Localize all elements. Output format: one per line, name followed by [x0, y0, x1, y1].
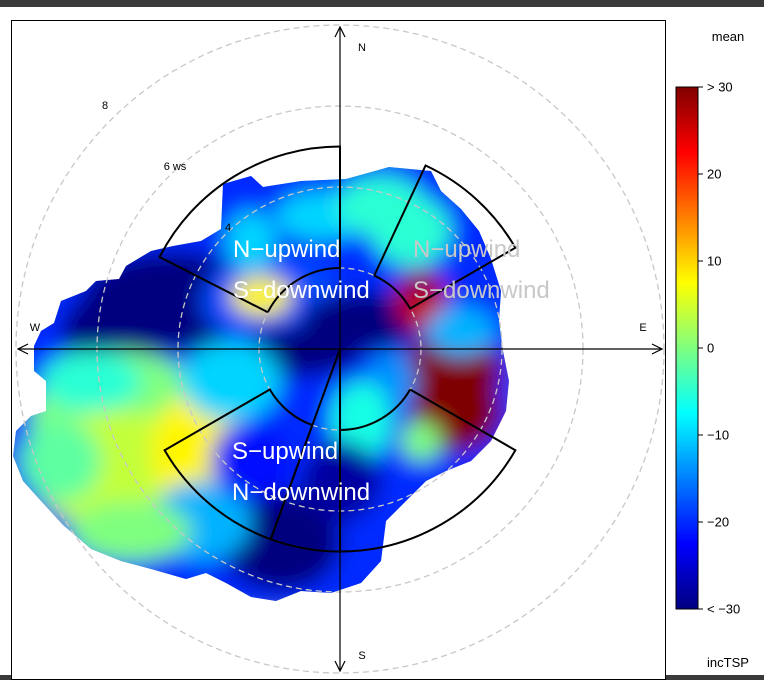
polar-plot: N E S W 4 6 ws 8 N−upwind S−downwind N−upwind S−do… [13, 24, 665, 674]
field-cell [61, 291, 161, 371]
colorbar-tick-label: 20 [707, 167, 721, 182]
ws-ring [15, 24, 665, 674]
ws-tick-label: 8 [102, 100, 108, 112]
sector-outline [163, 388, 314, 541]
chart-canvas: N E S W 4 6 ws 8 N−upwind S−downwind N−upwind S−do… [0, 7, 764, 680]
east-arrow [651, 343, 664, 355]
field-cell [371, 196, 451, 266]
field-cell [221, 491, 341, 591]
annotation-line2: S−downwind [233, 277, 370, 304]
colorbar-tick-label: −20 [707, 515, 729, 530]
field-cell [71, 501, 191, 561]
field-cell [226, 211, 276, 271]
south-arrow [334, 660, 346, 673]
compass-label-east: E [639, 322, 646, 334]
colorbar-variable: incTSP [707, 655, 749, 670]
field-cell [331, 381, 391, 461]
north-arrow [334, 25, 346, 38]
colorbar-tick-label: 10 [707, 254, 721, 269]
compass-label-west: W [30, 322, 41, 334]
field-cell [231, 276, 291, 316]
field-cell [211, 421, 291, 501]
colorbar-title: mean [712, 29, 745, 44]
field-cell [426, 306, 496, 356]
compass-label-north: N [358, 42, 366, 54]
colorbar: mean incTSP > 30 20 10 0 −10 −20 < −30 [675, 29, 749, 670]
annotation-line2: N−downwind [232, 479, 370, 506]
west-arrow [16, 343, 29, 355]
field-cell [407, 274, 431, 298]
field-cell [21, 421, 101, 501]
sector-outline [339, 388, 517, 553]
sector-outline [158, 145, 341, 314]
compass-label-south: S [358, 650, 365, 662]
annotation-line1: S−upwind [232, 438, 338, 465]
annotation-line2: S−downwind [413, 277, 550, 304]
colorbar-gradient [675, 86, 699, 610]
colorbar-tick-label: −10 [707, 428, 729, 443]
colorbar-tick-label: < −30 [707, 602, 740, 617]
annotation-line1: N−upwind [413, 236, 520, 263]
ws-tick-label: 6 ws [164, 161, 187, 173]
colorbar-tick-label: > 30 [707, 80, 733, 95]
ws-tick-label: 4 [225, 222, 231, 234]
field-cell [401, 421, 441, 461]
colorbar-tick-label: 0 [707, 341, 714, 356]
sector-outline [373, 164, 517, 310]
annotation-line1: N−upwind [233, 236, 340, 263]
field-cell [181, 341, 281, 421]
field-cell [41, 351, 141, 411]
polar-plot-frame: N E S W 4 6 ws 8 N−upwind S−downwind N−upwind S−do… [11, 20, 666, 680]
